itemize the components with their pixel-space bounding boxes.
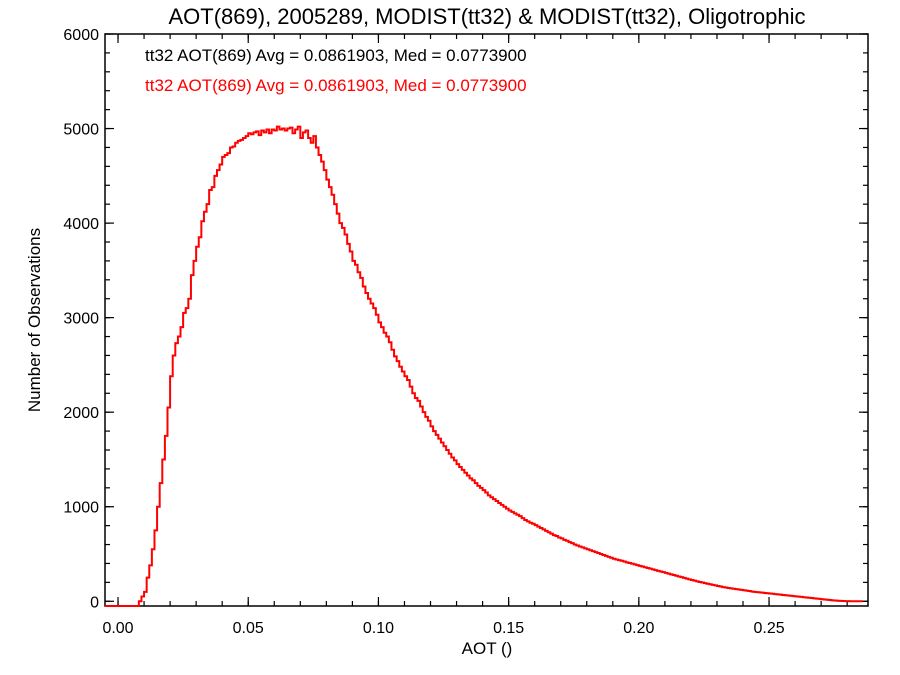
x-axis: 0.00 0.05 0.10 0.15 0.20 0.25 (102, 34, 848, 637)
y-tick-label: 4000 (63, 216, 99, 233)
y-tick-label: 5000 (63, 122, 99, 139)
y-tick-label: 3000 (63, 311, 99, 328)
x-tick-label: 0.15 (493, 620, 524, 637)
annotation-black: tt32 AOT(869) Avg = 0.0861903, Med = 0.0… (145, 46, 527, 65)
plot-frame (104, 33, 869, 607)
y-tick-label: 1000 (63, 500, 99, 517)
chart-title: AOT(869), 2005289, MODIST(tt32) & MODIST… (169, 4, 806, 29)
x-tick-label: 0.10 (363, 620, 394, 637)
x-tick-label: 0.20 (623, 620, 654, 637)
histogram-line (105, 125, 863, 607)
y-tick-label: 2000 (63, 405, 99, 422)
x-tick-label: 0.05 (233, 620, 264, 637)
x-tick-label: 0.00 (102, 620, 133, 637)
annotation-red: tt32 AOT(869) Avg = 0.0861903, Med = 0.0… (145, 76, 527, 95)
y-axis: 0 1000 2000 3000 4000 5000 6000 (63, 27, 868, 611)
y-tick-label: 0 (90, 594, 99, 611)
y-tick-label: 6000 (63, 27, 99, 44)
x-axis-label: AOT () (462, 639, 513, 658)
x-tick-label: 0.25 (753, 620, 784, 637)
y-axis-label: Number of Observations (25, 228, 44, 412)
